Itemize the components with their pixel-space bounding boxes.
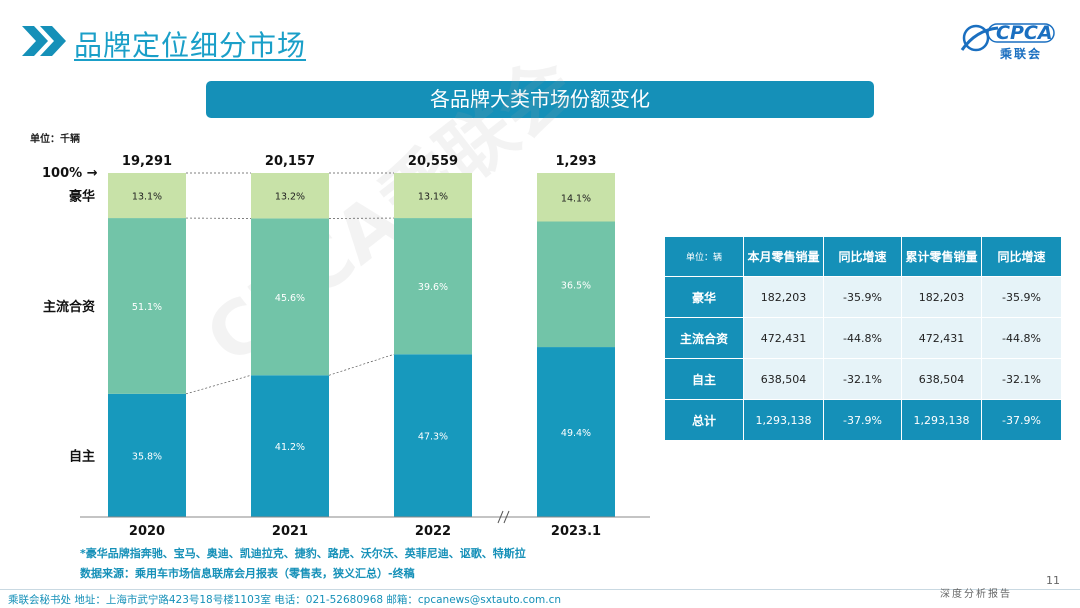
table-cell: 1,293,138: [743, 399, 824, 441]
legend-label: 自主: [69, 448, 95, 464]
footer-divider: [0, 589, 1080, 590]
table-cell: 182,203: [743, 276, 824, 318]
table-cell: -44.8%: [981, 317, 1062, 359]
table-cell: -35.9%: [823, 276, 902, 318]
bar-segment-2021-0: [251, 375, 329, 517]
table-cell: 182,203: [901, 276, 982, 318]
table-cell: 472,431: [743, 317, 824, 359]
bar-total-label: 19,291: [122, 154, 172, 169]
page-title: 品牌定位细分市场: [74, 29, 307, 62]
axis-break-mark: [497, 510, 504, 524]
footer-report-label: 深度分析报告: [940, 589, 1012, 600]
table-header-cell: 同比增速: [823, 236, 902, 277]
data-label: 36.5%: [561, 280, 591, 291]
data-label: 41.2%: [275, 442, 305, 453]
table-row-label: 自主: [664, 358, 744, 400]
chevron-arrows-icon: [22, 26, 66, 56]
data-label: 35.8%: [132, 451, 162, 462]
table-header-cell: 同比增速: [981, 236, 1062, 277]
table-cell: 1,293,138: [901, 399, 982, 441]
bar-segment-2023.1-2: [537, 173, 615, 222]
x-tick-label: 2023.1: [551, 524, 601, 539]
table-cell: 472,431: [901, 317, 982, 359]
bar-segment-2023.1-1: [537, 221, 615, 348]
data-label: 49.4%: [561, 428, 591, 439]
table-total-row: 总计 1,293,138 -37.9% 1,293,138 -37.9%: [664, 399, 1062, 441]
x-tick-label: 2022: [415, 524, 451, 539]
table-cell: -44.8%: [823, 317, 902, 359]
data-label: 47.3%: [418, 432, 448, 443]
bar-total-label: 20,157: [265, 154, 315, 169]
table-cell: 638,504: [743, 358, 824, 400]
table-row-label: 豪华: [664, 276, 744, 318]
connector-line: [185, 374, 252, 395]
bar-segment-2022-1: [394, 218, 472, 355]
connector-line: [328, 353, 395, 376]
bar-total-label: 1,293: [555, 154, 596, 169]
bar-segment-2023.1-0: [537, 347, 615, 517]
table-header-row: 单位：辆 本月零售销量 同比增速 累计零售销量 同比增速: [664, 236, 1062, 277]
data-label: 14.1%: [561, 193, 591, 204]
table-header-cell: 单位：辆: [664, 236, 744, 277]
legend-label: 豪华: [69, 189, 95, 205]
legend-label: 主流合资: [43, 299, 95, 315]
page-number: 11: [1046, 574, 1060, 587]
bar-segment-2021-2: [251, 173, 329, 219]
table-cell: -32.1%: [823, 358, 902, 400]
axis-break-mark: [503, 510, 510, 524]
table-row: 主流合资 472,431 -44.8% 472,431 -44.8%: [664, 317, 1062, 359]
luxury-brand-note: *豪华品牌指奔驰、宝马、奥迪、凯迪拉克、捷豹、路虎、沃尔沃、英菲尼迪、讴歌、特斯…: [80, 547, 526, 560]
x-tick-label: 2021: [272, 524, 308, 539]
x-tick-label: 2020: [129, 524, 165, 539]
table-cell: 638,504: [901, 358, 982, 400]
bar-segment-2020-1: [108, 218, 186, 394]
chart-banner-title: 各品牌大类市场份额变化: [206, 81, 874, 118]
table-row-label: 主流合资: [664, 317, 744, 359]
bar-segment-2021-1: [251, 218, 329, 376]
unit-label: 单位：千辆: [30, 134, 80, 145]
bar-segment-2020-0: [108, 393, 186, 517]
table-row-label: 总计: [664, 399, 744, 441]
axis-100-marker: 100% →: [42, 166, 98, 181]
bar-segment-2022-2: [394, 173, 472, 219]
table-cell: -37.9%: [823, 399, 902, 441]
bar-total-label: 20,559: [408, 154, 458, 169]
data-label: 13.1%: [132, 192, 162, 203]
cpca-logo-icon: [960, 23, 1055, 52]
data-label: 13.2%: [275, 192, 305, 203]
data-label: 13.1%: [418, 192, 448, 203]
sales-table: 单位：辆 本月零售销量 同比增速 累计零售销量 同比增速 豪华 182,203 …: [664, 236, 1062, 441]
bar-segment-2020-2: [108, 173, 186, 219]
table-cell: -35.9%: [981, 276, 1062, 318]
table-row: 豪华 182,203 -35.9% 182,203 -35.9%: [664, 276, 1062, 318]
bar-segment-2022-0: [394, 354, 472, 517]
data-label: 39.6%: [418, 282, 448, 293]
logo-subtext: 乘联会: [1000, 47, 1043, 61]
table-header-cell: 累计零售销量: [901, 236, 982, 277]
table-header-cell: 本月零售销量: [743, 236, 824, 277]
table-cell: -32.1%: [981, 358, 1062, 400]
table-row: 自主 638,504 -32.1% 638,504 -32.1%: [664, 358, 1062, 400]
data-source-note: 数据来源：乘用车市场信息联席会月报表（零售表，狭义汇总）-终稿: [80, 567, 415, 580]
table-cell: -37.9%: [981, 399, 1062, 441]
data-label: 45.6%: [275, 293, 305, 304]
data-label: 51.1%: [132, 302, 162, 313]
logo-text: CPCA: [996, 22, 1053, 44]
stacked-bar-chart: 35.8% 51.1% 13.1% 19,291 2020 41.2% 45.6% 13.2%…: [42, 154, 650, 539]
footer-address: 乘联会秘书处 地址：上海市武宁路423号18号楼1103室 电话：021-526…: [8, 594, 562, 606]
